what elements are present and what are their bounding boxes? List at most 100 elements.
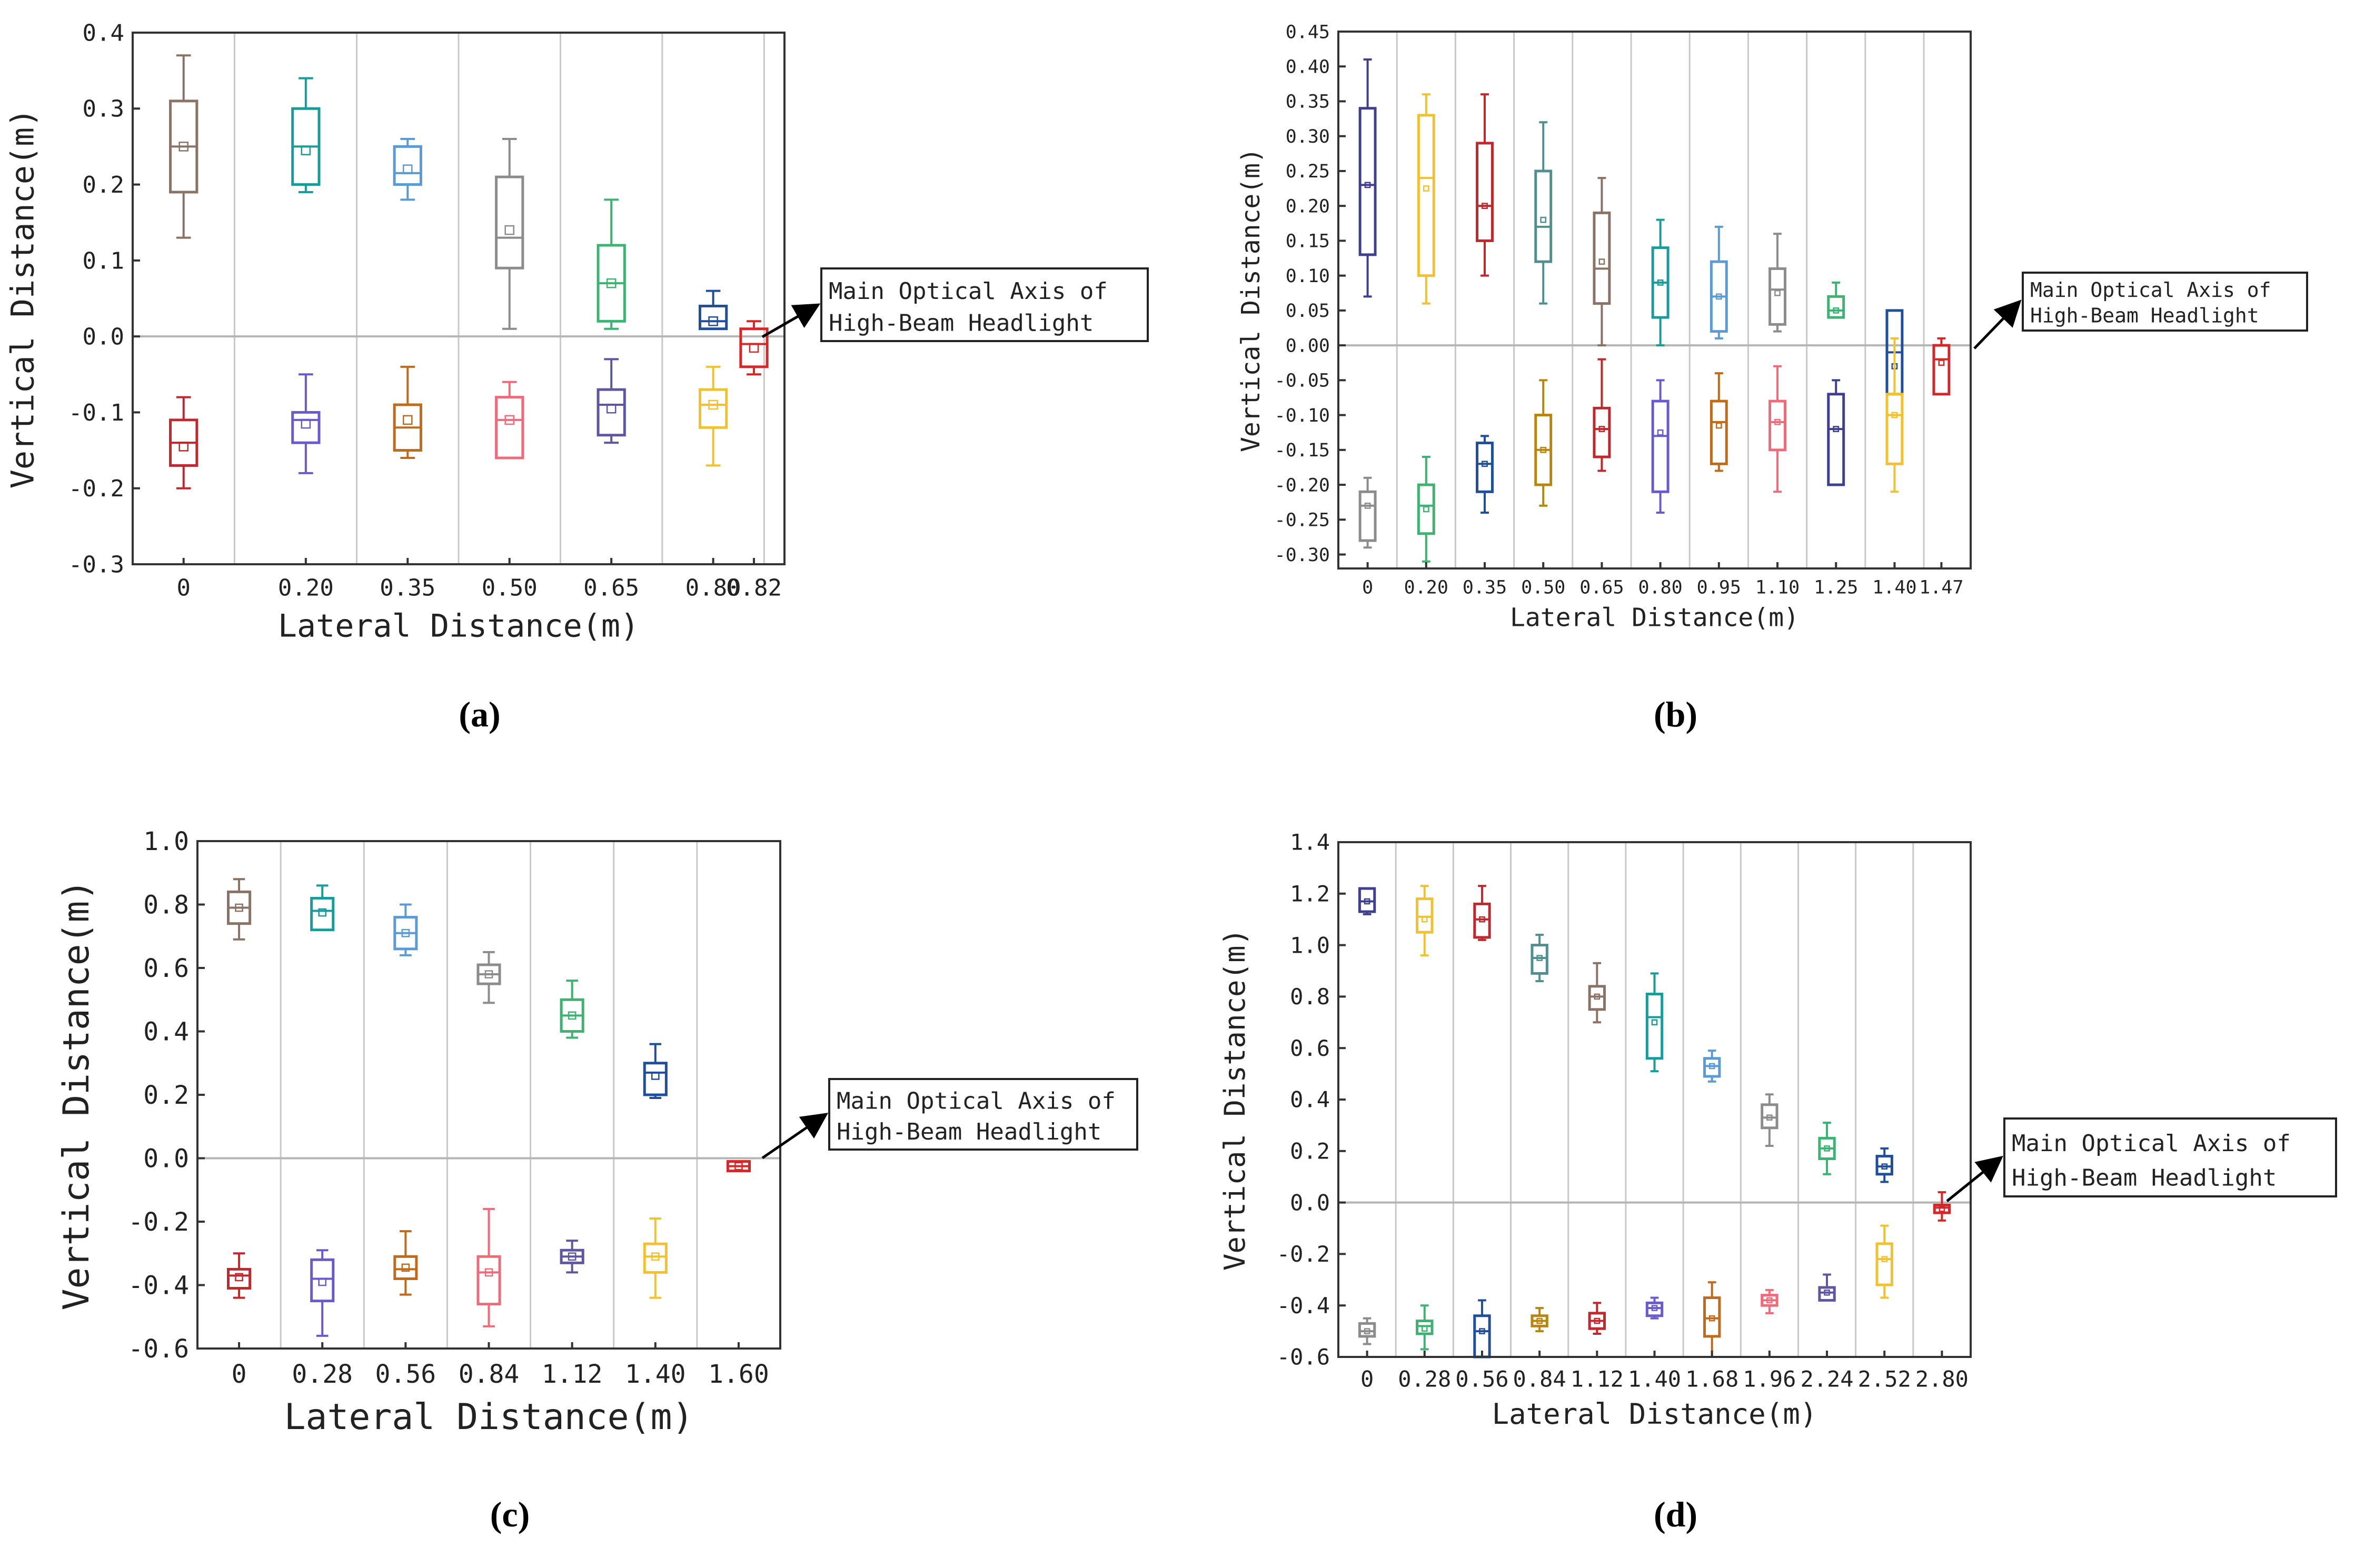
mean-marker — [568, 1252, 577, 1261]
mean-marker — [1598, 258, 1605, 265]
box-body — [1703, 1057, 1721, 1078]
box-body — [1593, 406, 1611, 458]
mean-marker — [504, 225, 515, 235]
box-plot — [597, 358, 626, 444]
box-body — [1358, 887, 1376, 913]
y-tick-label: -0.15 — [1275, 440, 1330, 461]
y-tick-label: -0.30 — [1275, 545, 1330, 566]
box-body — [1768, 267, 1786, 326]
x-tick-label: 0.20 — [1404, 577, 1448, 598]
y-tick-label: 0.35 — [1286, 92, 1330, 113]
box-plot — [1932, 337, 1951, 396]
box-plot — [495, 381, 524, 460]
box-plot — [739, 320, 769, 376]
mean-marker — [606, 403, 617, 414]
y-tick-label: 0.25 — [1286, 161, 1330, 182]
y-tick-label: 0.3 — [83, 96, 124, 123]
mean-marker — [568, 1011, 577, 1020]
box-body — [1827, 393, 1845, 486]
callout-line-1: Main Optical Axis of — [2030, 278, 2271, 302]
box-body — [1531, 944, 1548, 975]
x-tick-label: 0.50 — [1521, 577, 1565, 598]
box-plot — [291, 373, 321, 474]
box-plot — [1651, 218, 1670, 347]
x-tick-label: 0.80 — [1638, 577, 1682, 598]
mean-marker — [1423, 185, 1429, 192]
box-plot — [643, 1043, 668, 1100]
box-plot — [726, 1160, 751, 1173]
mean-marker — [235, 1273, 243, 1282]
mean-marker — [484, 1268, 493, 1277]
y-tick-label: -0.6 — [1277, 1344, 1330, 1370]
box-plot — [1531, 934, 1548, 983]
mean-marker — [401, 928, 410, 937]
y-tick-label: 0.45 — [1286, 22, 1330, 43]
mean-marker — [1421, 1325, 1428, 1332]
box-plot — [1651, 379, 1670, 514]
mean-marker — [1774, 289, 1781, 296]
mean-marker — [1536, 955, 1543, 961]
x-tick-label: 2.24 — [1800, 1366, 1853, 1392]
mean-marker — [1536, 1317, 1543, 1324]
x-tick-label: 0.65 — [1579, 577, 1624, 598]
x-axis-title: Lateral Distance(m) — [1510, 603, 1799, 633]
chart-panel: 0.45 0.40 0.35 0.30 0.25 0.20 0.15 0.10 0.05 0.00… — [1236, 22, 2308, 734]
box-body — [1645, 1301, 1664, 1317]
x-tick-label: 2.52 — [1858, 1366, 1911, 1392]
y-tick-label: 0.05 — [1286, 301, 1330, 322]
x-tick-label: 2.80 — [1915, 1366, 1969, 1392]
box-body — [1651, 400, 1670, 493]
y-tick-label: 0.00 — [1286, 335, 1330, 356]
mean-marker — [1651, 1019, 1658, 1026]
y-tick-label: 0.6 — [143, 954, 189, 983]
box-plot — [1827, 281, 1845, 319]
y-tick-label: 1.4 — [1290, 830, 1330, 855]
box-plot — [698, 365, 728, 467]
y-tick-label: 0.10 — [1286, 266, 1330, 287]
x-tick-label: 0.95 — [1697, 577, 1741, 598]
x-tick-label: 1.68 — [1685, 1366, 1738, 1392]
x-axis-title: Lateral Distance(m) — [1492, 1397, 1817, 1431]
box-plot — [1417, 93, 1435, 305]
y-tick-label: 0.0 — [1290, 1190, 1330, 1215]
mean-marker — [1824, 1289, 1830, 1296]
box-plot — [698, 289, 728, 331]
callout-arrow — [761, 303, 821, 338]
x-tick-label: 0.82 — [726, 574, 782, 601]
y-tick-label: 0.40 — [1286, 56, 1330, 77]
box-body — [393, 145, 422, 186]
box-plot — [393, 138, 422, 201]
box-plot — [1818, 1273, 1836, 1302]
x-tick-label: 0.28 — [292, 1360, 353, 1389]
mean-marker — [178, 142, 189, 152]
box-body — [1416, 897, 1434, 934]
mean-marker — [1938, 359, 1945, 366]
y-tick-label: 0.4 — [83, 19, 124, 46]
box-plot — [597, 198, 626, 330]
box-plot — [1593, 177, 1611, 347]
mean-marker — [1824, 1145, 1830, 1152]
box-body — [739, 327, 769, 368]
mean-marker — [1364, 182, 1371, 188]
box-plot — [1645, 1296, 1664, 1320]
panel-label: (a) — [459, 694, 500, 734]
y-tick-label: -0.10 — [1275, 405, 1330, 426]
mean-marker — [1482, 461, 1488, 467]
box-plot — [169, 396, 198, 490]
box-plot — [1416, 885, 1434, 957]
box-body — [1761, 1103, 1778, 1130]
mean-marker — [1939, 1206, 1945, 1212]
box-body — [1476, 442, 1494, 493]
mean-marker — [1598, 426, 1605, 432]
box-body — [1417, 483, 1435, 535]
callout-arrow — [761, 1113, 829, 1160]
y-tick-label: 1.0 — [1290, 932, 1330, 958]
box-plot — [227, 1252, 252, 1299]
box-plot — [169, 54, 198, 239]
y-tick-label: 1.2 — [1290, 881, 1330, 907]
callout-line-2: High-Beam Headlight — [2030, 304, 2259, 327]
box-plot — [1476, 93, 1494, 277]
box-body — [291, 411, 321, 444]
panel-label: (b) — [1654, 694, 1697, 734]
box-plot — [1531, 1307, 1548, 1333]
